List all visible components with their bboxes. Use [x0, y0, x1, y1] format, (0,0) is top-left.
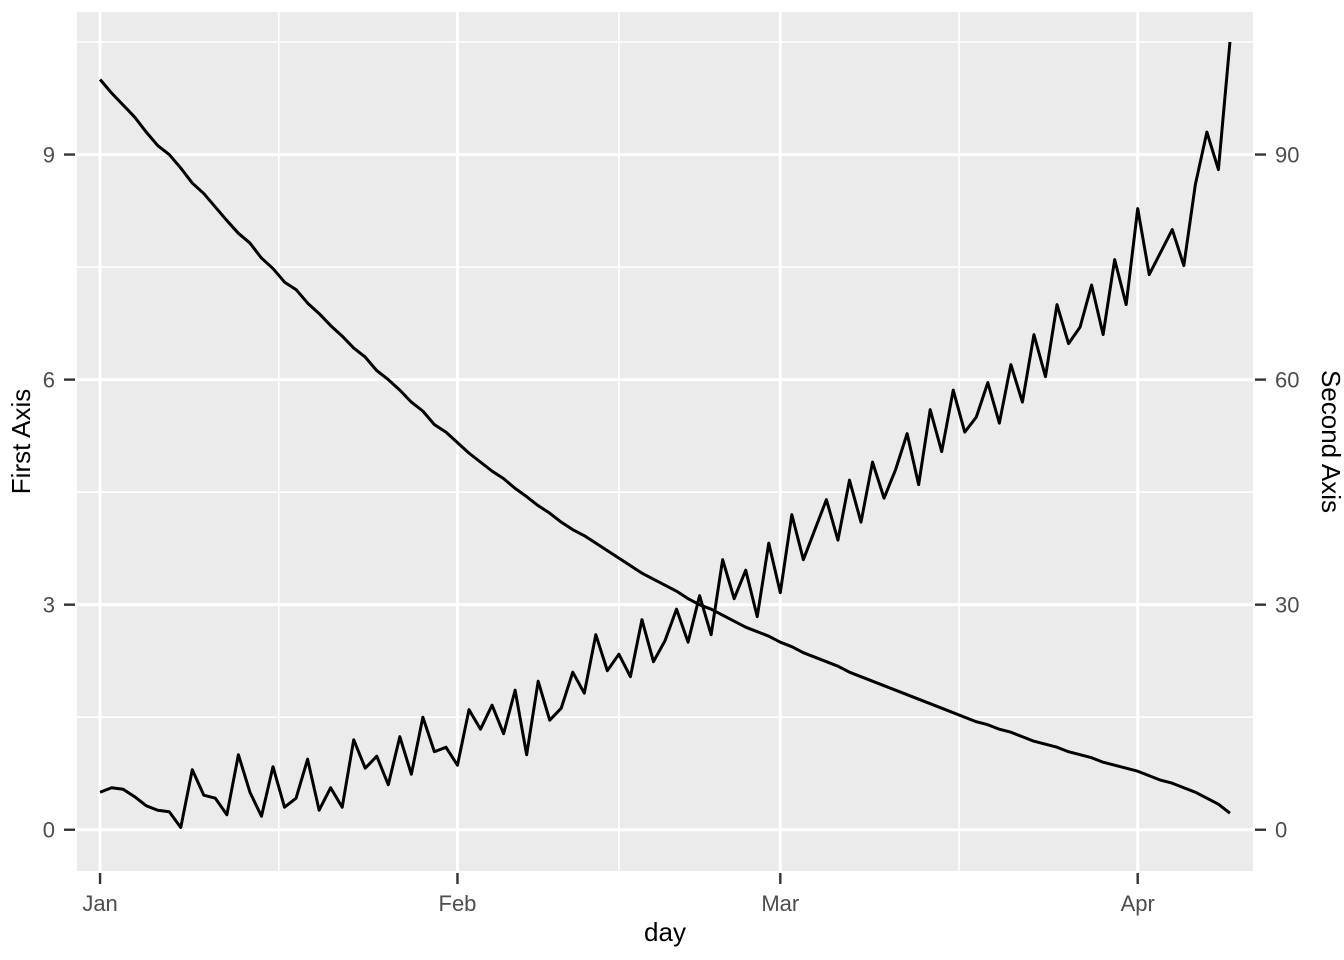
tick-label-y-right: 0 [1275, 818, 1287, 843]
tick-label-x: Apr [1121, 891, 1155, 916]
x-axis-title: day [644, 917, 686, 947]
tick-label-x: Jan [82, 891, 117, 916]
y-axis-right-title: Second Axis [1316, 370, 1344, 513]
y-axis-left-title: First Axis [6, 389, 36, 494]
tick-label-y-right: 90 [1275, 143, 1299, 168]
tick-label-y-right: 30 [1275, 593, 1299, 618]
series-line-declining [98, 78, 1231, 815]
series-line-rising [99, 41, 1232, 829]
tick-label-y-left: 6 [43, 368, 55, 393]
plot-panel-background [77, 12, 1253, 871]
tick-label-y-left: 0 [43, 818, 55, 843]
axis-tick-marks [64, 153, 1266, 884]
tick-label-x: Mar [761, 891, 799, 916]
tick-label-x: Feb [439, 891, 477, 916]
tick-label-y-left: 9 [43, 143, 55, 168]
tick-label-y-right: 60 [1275, 368, 1299, 393]
tick-label-y-left: 3 [43, 593, 55, 618]
